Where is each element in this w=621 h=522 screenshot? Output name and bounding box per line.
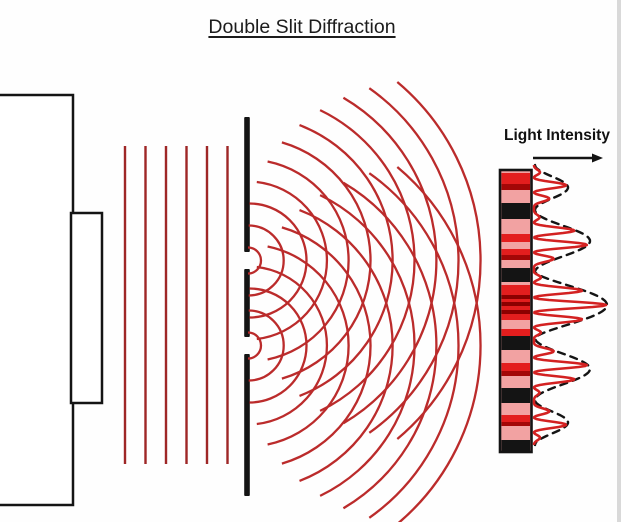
wavefront-arc	[248, 224, 285, 297]
intensity-arrow	[533, 153, 603, 163]
wavefront-arc	[319, 109, 416, 412]
screen-stripe	[501, 234, 530, 242]
intensity-plot	[532, 163, 609, 447]
page-title: Double Slit Diffraction	[208, 16, 396, 38]
wavefront-arc	[319, 194, 416, 497]
image-edge-strip	[617, 0, 621, 522]
wavefront-arc	[256, 180, 329, 341]
screen-stripe	[501, 249, 530, 255]
wavefront-arc	[249, 202, 308, 319]
screen-stripe	[501, 336, 530, 350]
wavefront-arc	[396, 166, 482, 522]
screen-stripe	[501, 184, 530, 190]
wavefront-arc	[267, 160, 350, 361]
wavefront-arc	[248, 309, 285, 382]
wavefront-arc	[299, 124, 394, 397]
diffraction-envelope-dashed	[533, 163, 609, 447]
wavefront-arc	[267, 245, 350, 446]
wavefront-arc	[247, 331, 263, 360]
screen-stripe	[501, 302, 530, 306]
screen-stripe	[501, 422, 530, 426]
screen-stripe	[501, 440, 530, 452]
wavefront-arc	[281, 141, 372, 380]
screen-stripe	[501, 329, 530, 336]
wavefront-arc	[396, 81, 482, 440]
intensity-fringe-curve	[532, 164, 608, 446]
wavefront-arc	[342, 96, 438, 425]
screen-stripe	[501, 295, 530, 299]
wavefront-arc	[256, 265, 329, 426]
source-nozzle-rect	[69, 211, 104, 405]
circular-wavefronts	[247, 81, 482, 522]
screen-stripe	[501, 371, 530, 376]
wavefront-arc	[249, 287, 308, 404]
double-slit-barrier	[244, 117, 250, 496]
wavefront-arc	[342, 181, 438, 510]
screen-stripe	[501, 203, 530, 219]
barrier-segment	[244, 354, 250, 496]
wavefront-arc	[247, 246, 263, 275]
wave-source-box	[0, 93, 104, 507]
barrier-segment	[244, 269, 250, 337]
wavefront-arc	[299, 209, 394, 482]
arrow-head	[592, 153, 603, 163]
plane-wavefronts	[123, 146, 229, 464]
interference-screen-bar	[498, 168, 533, 454]
screen-stripe	[501, 255, 530, 260]
screen-stripe	[501, 388, 530, 403]
barrier-segment	[244, 117, 250, 252]
source-body-rect	[0, 93, 75, 507]
wavefront-arc	[368, 172, 460, 519]
screen-stripe	[501, 173, 530, 184]
light-intensity-label: Light Intensity	[504, 127, 610, 144]
screen-stripe	[501, 363, 530, 371]
screen-stripe	[501, 268, 530, 282]
wavefront-arc	[368, 87, 460, 434]
screen-stripe	[501, 415, 530, 422]
wavefront-arc	[281, 226, 372, 465]
screen-stripe	[501, 310, 530, 314]
